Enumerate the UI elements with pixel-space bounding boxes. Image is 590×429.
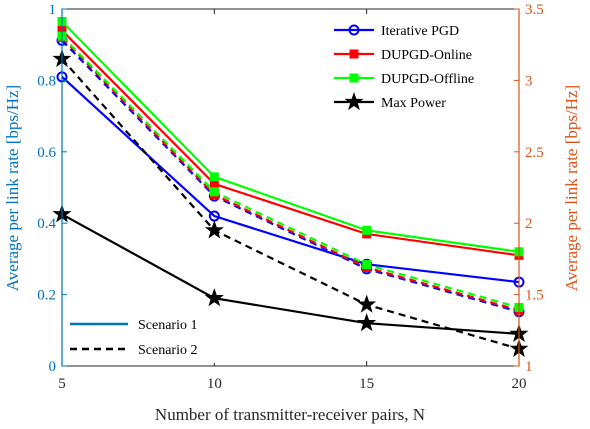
y-left-tick-label: 0.8 [37, 73, 56, 89]
legend-label: Scenario 2 [138, 343, 197, 358]
series-line-iterative-pgd-scenario-2 [61, 39, 520, 313]
legend-item-dupgd-online: DUPGD-Online [334, 48, 472, 63]
x-tick-label: 5 [58, 376, 66, 392]
legend-swatch-marker [349, 49, 359, 59]
y-right-tick-label: 2 [525, 216, 533, 232]
legend-scenarios-box [66, 308, 241, 363]
series-line-max-power-scenario-1 [61, 213, 520, 335]
x-tick-label: 10 [207, 376, 222, 392]
x-tick-label: 15 [359, 376, 374, 392]
legend-methods: Iterative PGD DUPGD-Online DUPGD-Offline Ma… [326, 17, 511, 120]
legend-item-max-power: Max Power [334, 91, 446, 111]
data-point-max-power-scenario-2 [204, 220, 224, 239]
legend-label: Iterative PGD [381, 24, 459, 39]
legend-item-iterative-pgd: Iterative PGD [334, 24, 459, 39]
data-point-dupgd-offline-scenario-1 [362, 225, 372, 235]
y-right-tick-label: 3 [525, 73, 533, 89]
data-point-max-power-scenario-1 [204, 288, 224, 307]
y-left-tick-label: 1 [49, 2, 57, 18]
data-point-dupgd-offline-scenario-1 [209, 172, 219, 182]
legend-label: Scenario 1 [138, 318, 197, 333]
series-line-dupgd-offline-scenario-1 [61, 20, 520, 253]
legend-label: DUPGD-Online [381, 48, 472, 63]
legend-item-dupgd-offline: DUPGD-Offline [334, 72, 474, 87]
y-right-tick-label: 3.5 [525, 2, 544, 18]
data-point-dupgd-offline-scenario-2 [362, 260, 372, 270]
legend-item-scenario-1: Scenario 1 [70, 318, 197, 333]
y-left-tick-label: 0.6 [37, 145, 56, 161]
x-axis-label: Number of transmitter-receiver pairs, N [155, 405, 425, 424]
series-line-dupgd-online-scenario-1 [61, 29, 520, 257]
data-point-max-power-scenario-1 [357, 313, 377, 332]
y-left-tick-label: 0.2 [37, 288, 56, 304]
series-line-iterative-pgd-scenario-1 [61, 76, 520, 284]
y-right-tick-label: 1.5 [525, 288, 544, 304]
legend-item-scenario-2: Scenario 2 [70, 343, 197, 358]
legend-swatch-marker [348, 24, 360, 36]
y-left-tick-label: 0 [49, 359, 57, 375]
y-left-tick-label: 0.4 [37, 216, 56, 232]
ticks-layer: 5 10 15 20 0 0.2 0.4 0.6 0.8 1 1 1.5 2 2.5 3 3.5 [37, 2, 544, 392]
data-point-max-power-scenario-2 [357, 294, 377, 313]
x-tick-label: 20 [512, 376, 527, 392]
y-right-tick-label: 1 [525, 359, 533, 375]
y-right-tick-label: 2.5 [525, 145, 544, 161]
series-line-dupgd-online-scenario-2 [61, 36, 520, 312]
series-layer [52, 16, 529, 357]
legend-scenarios: Scenario 1 Scenario 2 [66, 308, 241, 363]
legend-label: DUPGD-Offline [381, 72, 474, 87]
y-axis-label-right: Average per link rate [bps/Hz] [562, 85, 581, 291]
data-point-dupgd-offline-scenario-2 [209, 187, 219, 197]
series-line-dupgd-offline-scenario-2 [61, 35, 520, 309]
legend-swatch-marker [349, 73, 359, 83]
series-line-max-power-scenario-2 [61, 58, 520, 350]
y-axis-label-left: Average per link rate [bps/Hz] [3, 85, 22, 291]
legend-swatch-marker [344, 91, 364, 111]
legend-label: Max Power [381, 96, 446, 111]
